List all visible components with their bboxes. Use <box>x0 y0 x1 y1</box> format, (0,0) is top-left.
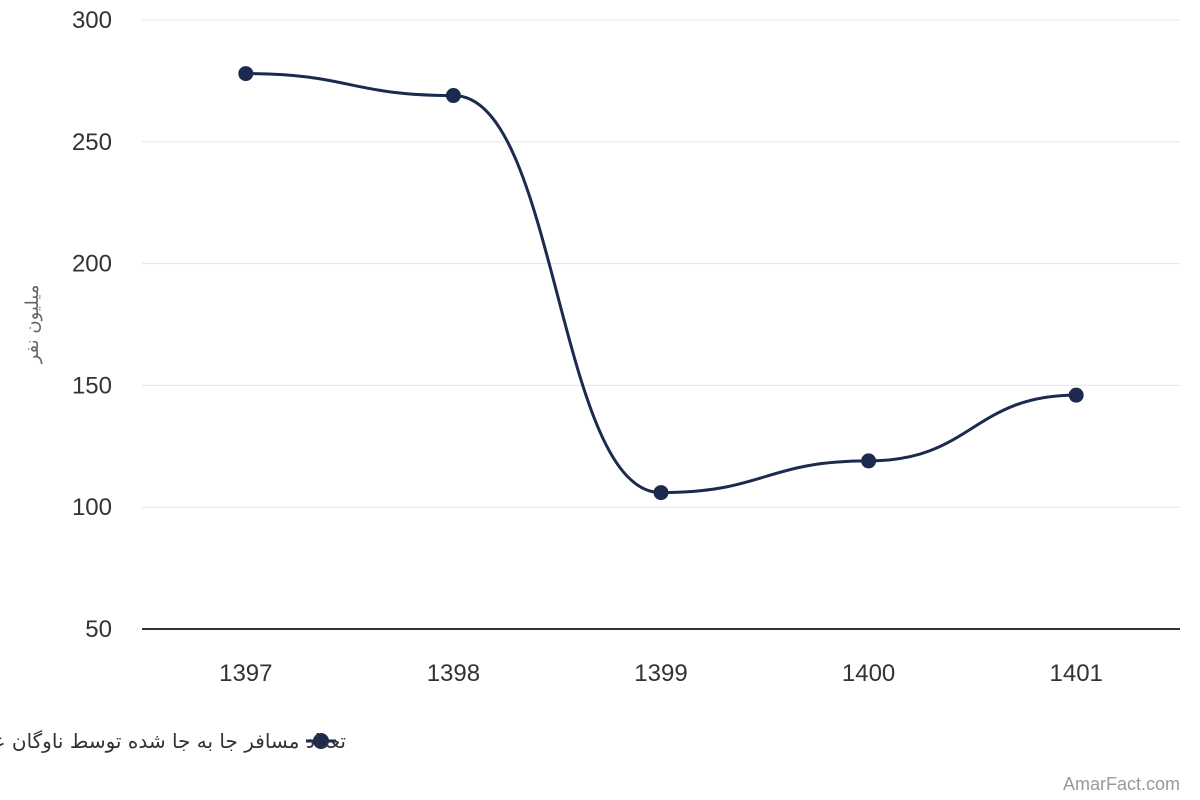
y-tick-label: 50 <box>85 616 112 643</box>
y-tick-label: 200 <box>72 251 112 278</box>
y-tick-label: 100 <box>72 494 112 521</box>
data-point[interactable] <box>653 485 669 501</box>
y-axis-title: میلیون نفر <box>22 285 43 365</box>
x-axis-ticks: 1397 1398 1399 1400 1401 <box>219 660 1103 687</box>
credit-text[interactable]: AmarFact.com <box>1063 774 1180 794</box>
y-axis-ticks: 50 100 150 200 250 300 <box>72 7 112 643</box>
legend-label: تعداد مسافر جا به جا شده توسط ناوگان عمو… <box>0 729 346 753</box>
y-tick-label: 150 <box>72 372 112 399</box>
legend-marker <box>313 733 329 749</box>
data-point[interactable] <box>1068 387 1084 403</box>
legend[interactable]: تعداد مسافر جا به جا شده توسط ناوگان عمو… <box>0 729 346 753</box>
data-point[interactable] <box>445 88 461 104</box>
x-tick-label: 1398 <box>427 660 480 687</box>
x-tick-label: 1400 <box>842 660 895 687</box>
x-tick-label: 1399 <box>634 660 687 687</box>
y-tick-label: 300 <box>72 7 112 34</box>
series-line <box>245 72 1077 495</box>
y-tick-label: 250 <box>72 129 112 156</box>
x-tick-label: 1397 <box>219 660 272 687</box>
x-tick-label: 1401 <box>1050 660 1103 687</box>
data-point[interactable] <box>238 66 254 82</box>
data-point[interactable] <box>861 453 877 469</box>
grid-lines <box>142 19 1180 630</box>
series-layer <box>238 66 1084 501</box>
